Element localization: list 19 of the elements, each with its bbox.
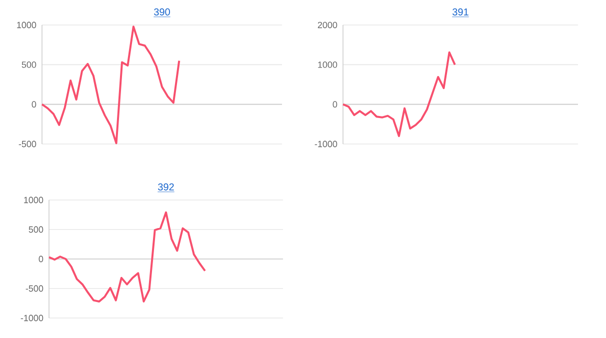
y-tick-label: 1000 xyxy=(24,196,44,204)
y-tick-label: 2000 xyxy=(318,22,338,28)
y-tick-label: 0 xyxy=(32,101,36,108)
chart-title: 391 xyxy=(452,8,468,16)
line-series xyxy=(342,51,456,138)
line-series xyxy=(48,211,206,302)
y-tick-label: -1000 xyxy=(314,140,338,148)
y-tick-label: 500 xyxy=(28,226,44,233)
chart-title: 390 xyxy=(154,8,170,16)
y-tick-label: 0 xyxy=(332,101,338,108)
y-tick-label: 500 xyxy=(22,61,36,68)
y-tick-label: -1000 xyxy=(20,314,44,322)
y-tick-label: 1000 xyxy=(17,22,36,28)
y-tick-label: -500 xyxy=(26,285,44,292)
line-series xyxy=(41,26,180,144)
y-tick-label: 1000 xyxy=(318,61,338,68)
chart-title: 392 xyxy=(158,183,174,190)
y-tick-label: -500 xyxy=(18,140,36,148)
y-tick-label: 0 xyxy=(38,256,44,262)
